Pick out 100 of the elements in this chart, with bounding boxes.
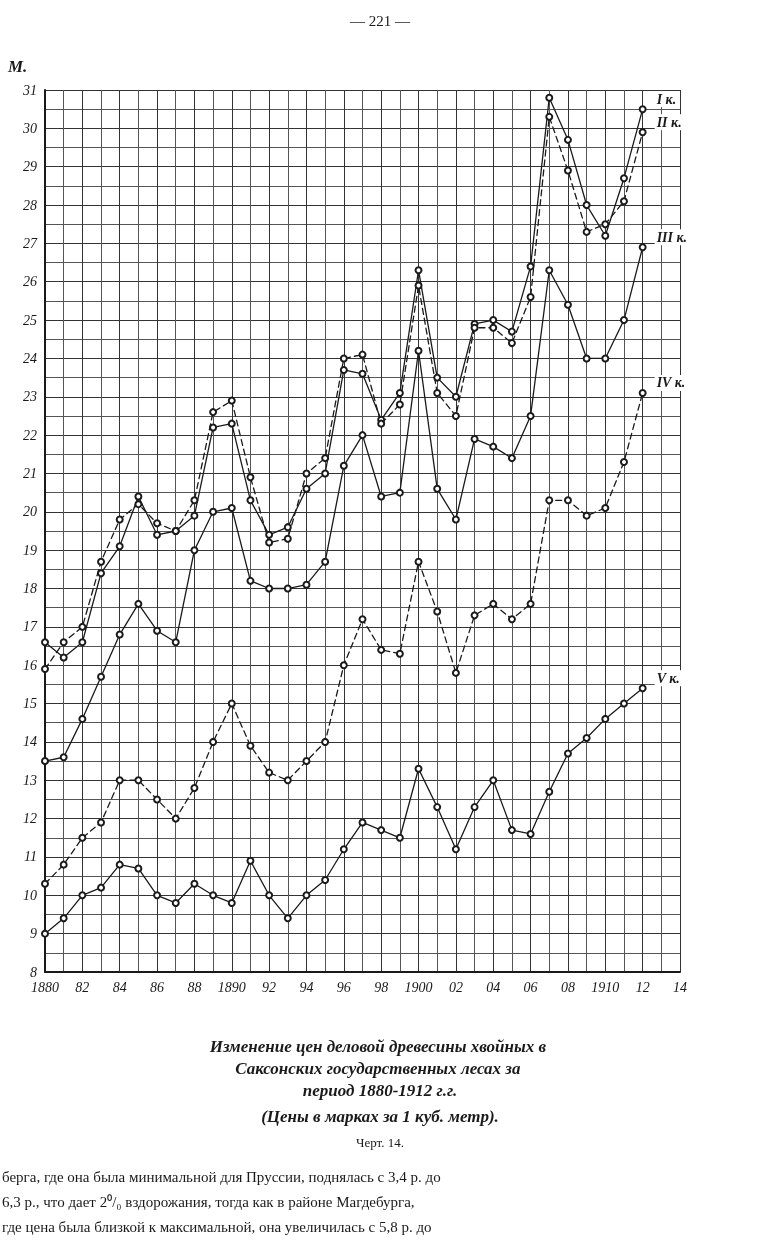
point <box>97 569 106 578</box>
point <box>209 423 218 432</box>
point <box>601 231 610 240</box>
x-tick-label: 98 <box>374 979 389 995</box>
point <box>134 864 143 873</box>
y-tick-label: 12 <box>23 811 37 827</box>
x-tick-label: 12 <box>635 979 650 995</box>
point <box>302 484 311 493</box>
point <box>246 576 255 585</box>
x-tick-label: 08 <box>560 979 575 995</box>
x-tick-label: 84 <box>112 979 127 995</box>
point <box>526 411 535 420</box>
point <box>638 684 647 693</box>
x-tick-label: 04 <box>486 979 501 995</box>
point <box>41 929 49 938</box>
point <box>59 753 68 762</box>
x-tick-label: 06 <box>523 979 538 995</box>
x-tick-label: 02 <box>448 979 463 995</box>
point <box>59 638 68 647</box>
point <box>246 473 255 482</box>
y-tick-label: 20 <box>23 504 37 520</box>
y-tick-label: 17 <box>23 619 38 635</box>
point <box>190 783 199 792</box>
point <box>227 699 236 708</box>
point <box>433 607 442 616</box>
point <box>563 300 572 309</box>
point <box>451 411 460 420</box>
point <box>563 135 572 144</box>
point <box>302 580 311 589</box>
y-tick-label: 19 <box>23 542 37 558</box>
point <box>265 538 274 547</box>
point <box>414 346 423 355</box>
point <box>97 672 106 681</box>
point <box>97 818 106 827</box>
point <box>134 599 143 608</box>
point <box>41 757 49 766</box>
point <box>526 829 535 838</box>
y-tick-label: 13 <box>23 772 37 788</box>
text: где цена была близкой к максимальной, она увеличилась с 5,8 р. до <box>2 1218 432 1235</box>
point <box>489 442 498 451</box>
x-tick-label: 88 <box>187 979 202 995</box>
point <box>358 350 367 359</box>
point <box>246 856 255 865</box>
point <box>526 599 535 608</box>
point <box>115 515 124 524</box>
point <box>470 434 479 443</box>
point <box>209 507 218 516</box>
point <box>414 557 423 566</box>
y-tick-label: 31 <box>22 82 37 98</box>
point <box>153 519 162 528</box>
y-tick-label: 10 <box>23 887 37 903</box>
point <box>134 492 143 501</box>
y-tick-label: 8 <box>30 964 37 980</box>
point <box>451 392 460 401</box>
point <box>433 803 442 812</box>
y-tick-label: 15 <box>23 696 37 712</box>
point <box>470 611 479 620</box>
point <box>377 826 386 835</box>
point <box>563 166 572 175</box>
point <box>321 557 330 566</box>
y-tick-label: 28 <box>23 197 37 213</box>
y-axis-title: М. <box>7 57 28 76</box>
point <box>451 668 460 677</box>
text: берга, где она была минимальной для Пруссии, поднялась с 3,4 р. до <box>2 1168 441 1185</box>
point <box>638 105 647 114</box>
point <box>265 891 274 900</box>
point <box>190 546 199 555</box>
x-tick-label: 1900 <box>404 979 433 995</box>
point <box>339 354 348 363</box>
point <box>321 737 330 746</box>
point <box>638 388 647 397</box>
point <box>545 112 554 121</box>
point <box>395 488 404 497</box>
point <box>59 653 68 662</box>
point <box>190 496 199 505</box>
point <box>619 699 628 708</box>
point <box>563 749 572 758</box>
point <box>414 764 423 773</box>
x-tick-label: 92 <box>262 979 277 995</box>
point <box>507 826 516 835</box>
point <box>190 511 199 520</box>
point <box>414 281 423 290</box>
point <box>97 557 106 566</box>
point <box>507 339 516 348</box>
y-tick-label: 16 <box>23 657 37 673</box>
point <box>433 484 442 493</box>
point <box>283 914 292 923</box>
point <box>265 530 274 539</box>
point <box>283 523 292 532</box>
point <box>507 454 516 463</box>
point <box>489 599 498 608</box>
x-tick-label: 94 <box>299 979 314 995</box>
point <box>339 845 348 854</box>
x-tick-label: 96 <box>336 979 351 995</box>
point <box>78 622 87 631</box>
point <box>78 638 87 647</box>
text: Черт. 14. <box>356 1135 405 1150</box>
text: — 221 — <box>349 12 411 29</box>
x-tick-label: 1890 <box>217 979 246 995</box>
point <box>545 496 554 505</box>
